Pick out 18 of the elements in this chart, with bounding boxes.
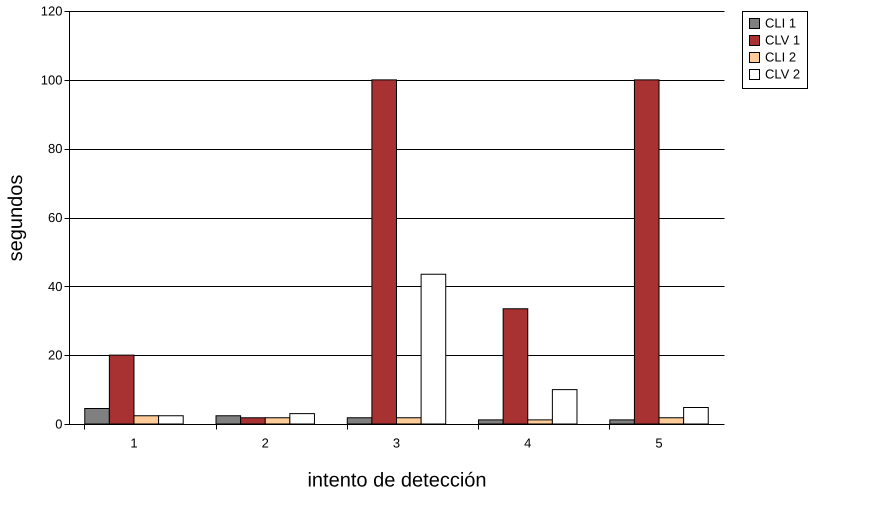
x-axis-title: intento de detección xyxy=(307,470,487,492)
x-tick-label: 1 xyxy=(130,436,138,450)
x-tick-label: 2 xyxy=(262,436,269,450)
legend-label: CLV 1 xyxy=(765,32,800,48)
legend-label: CLV 2 xyxy=(765,66,800,82)
y-tick-label: 0 xyxy=(55,416,62,432)
legend-label: CLI 2 xyxy=(765,50,796,64)
x-tick-label: 3 xyxy=(392,436,400,450)
legend-label: CLI 1 xyxy=(765,16,796,30)
y-tick-label: 80 xyxy=(48,141,62,156)
y-tick-label: 20 xyxy=(48,348,62,363)
y-tick-label: 120 xyxy=(40,4,62,18)
x-tick-label: 5 xyxy=(655,436,663,450)
x-tick-label: 4 xyxy=(524,436,532,450)
y-axis-title: segundos xyxy=(4,174,27,262)
y-tick-label: 100 xyxy=(40,72,62,88)
y-tick-label: 40 xyxy=(48,278,62,294)
y-tick-label: 60 xyxy=(48,210,62,225)
